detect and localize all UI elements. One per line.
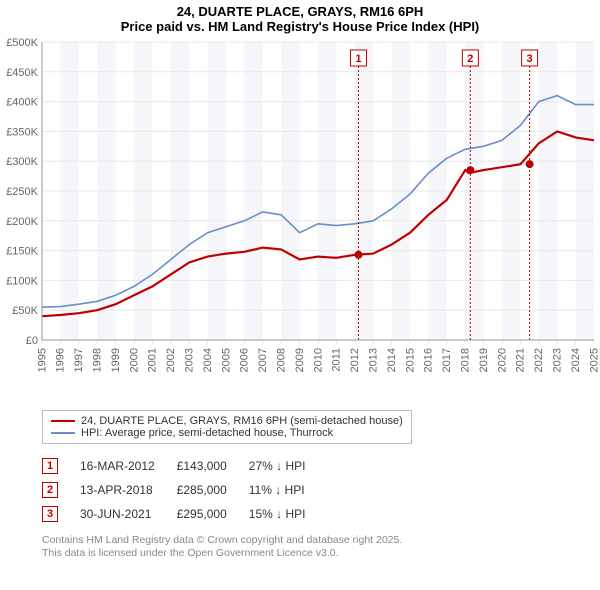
legend-swatch-red [51, 420, 75, 422]
txn-price: £285,000 [177, 478, 249, 502]
svg-text:2016: 2016 [423, 348, 435, 372]
svg-text:2015: 2015 [404, 348, 416, 372]
legend-label-red: 24, DUARTE PLACE, GRAYS, RM16 6PH (semi-… [81, 415, 403, 427]
legend-row-blue: HPI: Average price, semi-detached house,… [51, 427, 403, 439]
svg-text:£350K: £350K [6, 126, 38, 138]
svg-text:£100K: £100K [6, 275, 38, 287]
svg-text:2019: 2019 [478, 348, 490, 372]
txn-delta: 27% ↓ HPI [249, 454, 328, 478]
svg-text:2018: 2018 [460, 348, 472, 372]
svg-text:2002: 2002 [165, 348, 177, 372]
svg-text:£150K: £150K [6, 246, 38, 258]
svg-text:£300K: £300K [6, 156, 38, 168]
legend-swatch-blue [51, 432, 75, 434]
svg-text:£450K: £450K [6, 67, 38, 79]
svg-text:2000: 2000 [128, 348, 140, 372]
svg-text:2006: 2006 [239, 348, 251, 372]
svg-text:£200K: £200K [6, 216, 38, 228]
svg-text:2012: 2012 [349, 348, 361, 372]
svg-text:2003: 2003 [183, 348, 195, 372]
svg-text:2021: 2021 [515, 348, 527, 372]
svg-text:1999: 1999 [110, 348, 122, 372]
svg-text:£250K: £250K [6, 186, 38, 198]
svg-text:£50K: £50K [12, 305, 38, 317]
title-line-2: Price paid vs. HM Land Registry's House … [0, 19, 600, 34]
svg-text:1: 1 [355, 53, 361, 65]
transactions-table: 1 16-MAR-2012 £143,000 27% ↓ HPI 2 13-AP… [42, 454, 327, 526]
svg-text:1997: 1997 [73, 348, 85, 372]
legend-label-blue: HPI: Average price, semi-detached house,… [81, 427, 333, 439]
svg-text:2022: 2022 [533, 348, 545, 372]
svg-text:1996: 1996 [55, 348, 67, 372]
svg-text:2014: 2014 [386, 348, 398, 372]
table-row: 2 13-APR-2018 £285,000 11% ↓ HPI [42, 478, 327, 502]
title-line-1: 24, DUARTE PLACE, GRAYS, RM16 6PH [0, 4, 600, 19]
txn-date: 16-MAR-2012 [80, 454, 177, 478]
txn-delta: 11% ↓ HPI [249, 478, 328, 502]
svg-text:2020: 2020 [496, 348, 508, 372]
price-chart: £0 £50K £100K £150K £200K £250K £300K £350K £400… [0, 36, 600, 406]
svg-text:2004: 2004 [202, 348, 214, 372]
txn-num-badge: 3 [42, 506, 58, 522]
legend: 24, DUARTE PLACE, GRAYS, RM16 6PH (semi-… [42, 410, 412, 444]
svg-text:3: 3 [527, 53, 533, 65]
svg-text:£500K: £500K [6, 37, 38, 49]
svg-text:2008: 2008 [276, 348, 288, 372]
svg-text:2: 2 [467, 53, 473, 65]
txn-price: £143,000 [177, 454, 249, 478]
title-block: 24, DUARTE PLACE, GRAYS, RM16 6PH Price … [0, 0, 600, 36]
svg-text:£400K: £400K [6, 97, 38, 109]
svg-text:£0: £0 [26, 335, 38, 347]
attribution-line-1: Contains HM Land Registry data © Crown c… [42, 534, 600, 547]
attribution: Contains HM Land Registry data © Crown c… [42, 534, 600, 560]
svg-text:2025: 2025 [588, 348, 600, 372]
svg-text:1998: 1998 [91, 348, 103, 372]
svg-text:2010: 2010 [312, 348, 324, 372]
svg-text:1995: 1995 [36, 348, 48, 372]
svg-text:2011: 2011 [331, 348, 343, 372]
txn-delta: 15% ↓ HPI [249, 502, 328, 526]
svg-text:2001: 2001 [147, 348, 159, 372]
chart-svg: £0 £50K £100K £150K £200K £250K £300K £350K £400… [0, 36, 600, 406]
svg-text:2013: 2013 [368, 348, 380, 372]
txn-date: 30-JUN-2021 [80, 502, 177, 526]
svg-text:2024: 2024 [570, 348, 582, 372]
svg-text:2017: 2017 [441, 348, 453, 372]
legend-row-red: 24, DUARTE PLACE, GRAYS, RM16 6PH (semi-… [51, 415, 403, 427]
table-row: 1 16-MAR-2012 £143,000 27% ↓ HPI [42, 454, 327, 478]
svg-text:2009: 2009 [294, 348, 306, 372]
table-row: 3 30-JUN-2021 £295,000 15% ↓ HPI [42, 502, 327, 526]
svg-text:2005: 2005 [220, 348, 232, 372]
txn-date: 13-APR-2018 [80, 478, 177, 502]
attribution-line-2: This data is licensed under the Open Gov… [42, 547, 600, 560]
txn-num-badge: 2 [42, 482, 58, 498]
svg-text:2007: 2007 [257, 348, 269, 372]
txn-num-badge: 1 [42, 458, 58, 474]
svg-text:2023: 2023 [552, 348, 564, 372]
txn-price: £295,000 [177, 502, 249, 526]
